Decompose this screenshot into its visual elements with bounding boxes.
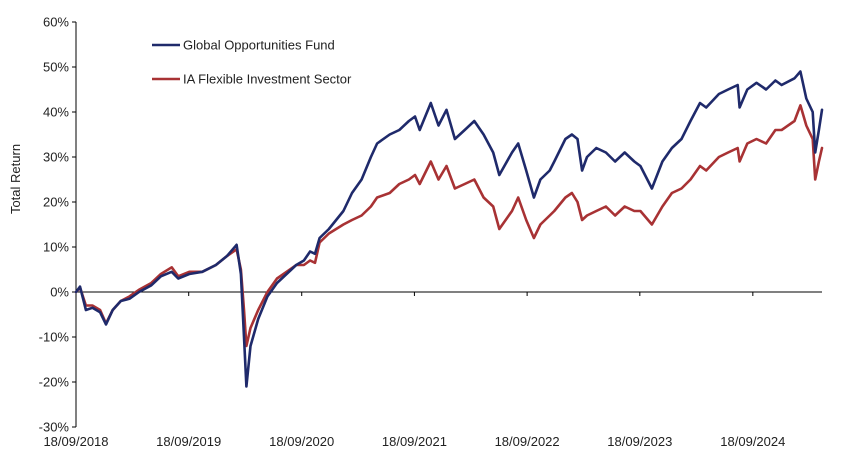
y-tick-label: 60% <box>43 15 69 30</box>
x-tick-label: 18/09/2020 <box>269 434 334 449</box>
x-tick-label: 18/09/2018 <box>43 434 108 449</box>
series-lines <box>74 70 824 388</box>
legend-item-ia-flexible-investment-sector: IA Flexible Investment Sector <box>152 72 352 87</box>
y-axis-ticks: -30% -20% -10% 0% 10% 20% 30% 40% 50% 60% <box>39 15 76 435</box>
y-tick-label: -10% <box>39 330 70 345</box>
legend-label: IA Flexible Investment Sector <box>183 72 352 87</box>
x-tick-label: 18/09/2022 <box>495 434 560 449</box>
legend-item-global-opportunities-fund: Global Opportunities Fund <box>152 38 335 53</box>
y-tick-label: 30% <box>43 150 69 165</box>
y-tick-label: -30% <box>39 420 70 435</box>
y-axis-title: Total Return <box>8 144 23 214</box>
y-tick-label: 40% <box>43 105 69 120</box>
series-line-ia-flexible-investment-sector <box>74 104 824 348</box>
y-tick-label: -20% <box>39 375 70 390</box>
y-tick-label: 20% <box>43 195 69 210</box>
series-line-global-opportunities-fund <box>74 70 824 388</box>
x-tick-label: 18/09/2024 <box>720 434 785 449</box>
y-tick-label: 10% <box>43 240 69 255</box>
x-tick-label: 18/09/2021 <box>382 434 447 449</box>
x-tick-label: 18/09/2019 <box>156 434 221 449</box>
y-tick-label: 50% <box>43 60 69 75</box>
y-tick-label: 0% <box>50 285 69 300</box>
legend-label: Global Opportunities Fund <box>183 38 335 53</box>
x-axis-ticks: 18/09/2018 18/09/2019 18/09/2020 18/09/2021… <box>43 292 785 449</box>
x-tick-label: 18/09/2023 <box>607 434 672 449</box>
legend: Global Opportunities Fund IA Flexible Inv… <box>152 38 352 87</box>
